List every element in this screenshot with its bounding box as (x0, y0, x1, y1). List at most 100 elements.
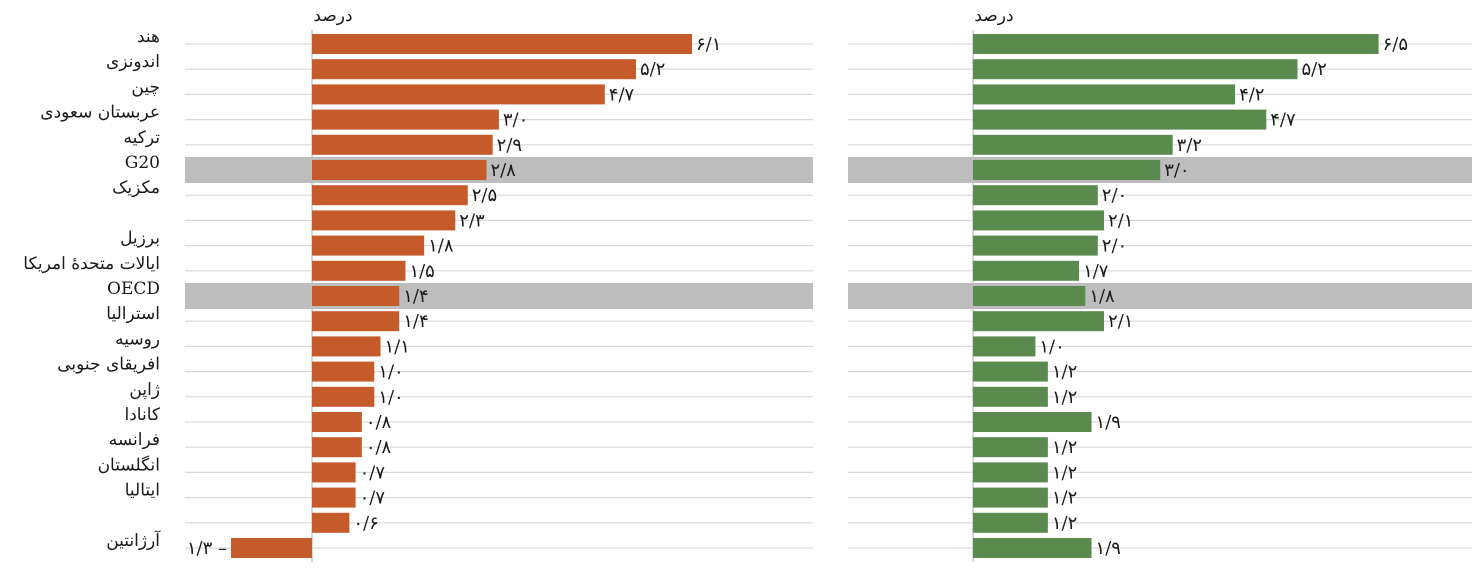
left-value-label: ۵/۲ (640, 59, 665, 80)
right-value-label: ۴/۲ (1239, 84, 1264, 105)
right-value-label: ۲/۰ (1102, 185, 1127, 206)
category-label: آرژانتین (106, 529, 161, 551)
right-value-label: ۶/۵ (1383, 34, 1408, 55)
left-value-label: ۲/۵ (472, 185, 497, 206)
text-labels: ۶/۱ ۵/۲ ۴/۷ ۳/۰ ۲/۹ ۲/۸ ۲/۵ ۲/۳ ۱/۸ ۱/۵ ۱/۴ ۱/۴ ۱/۱ ۱… (23, 27, 1408, 559)
category-label: چین (131, 77, 160, 97)
right-bar (973, 437, 1048, 458)
right-bar (973, 59, 1298, 80)
left-value-label: ۰/۷ (360, 462, 386, 483)
right-highlight-band (848, 283, 1472, 309)
right-bar (973, 210, 1105, 231)
left-bar (312, 286, 400, 306)
right-bar (973, 361, 1048, 382)
right-value-label: ۴/۷ (1270, 110, 1296, 131)
right-value-label: ۱/۲ (1052, 437, 1077, 458)
right-bar (973, 134, 1173, 155)
left-value-label: ۰/۶ (353, 513, 378, 534)
right-bar (973, 34, 1379, 54)
category-label: استرالیا (106, 304, 160, 324)
right-value-label: ۱/۷ (1083, 261, 1109, 282)
left-value-label: ۰/۸ (366, 412, 392, 433)
left-bar (312, 437, 362, 458)
left-value-label: ۱/۵ (409, 261, 434, 282)
left-bar (312, 235, 425, 256)
category-label: ایالات متحدهٔ امریکا (23, 254, 160, 274)
right-bar (973, 512, 1048, 533)
left-value-label: ۶/۱ (696, 34, 721, 55)
left-bar (312, 260, 406, 281)
category-label: ژاپن (129, 380, 160, 400)
left-value-label: ۲/۳ (459, 210, 485, 231)
right-unit-label: درصد (974, 6, 1013, 26)
left-value-label: ۰/۷ (360, 488, 386, 509)
right-value-label: ۱/۹ (1096, 538, 1121, 559)
category-label: مکزیک (112, 178, 160, 198)
left-bar (312, 462, 356, 483)
category-label: هند (137, 27, 160, 47)
right-value-label: ۱/۲ (1052, 362, 1077, 383)
category-label: افریقای جنوبی (57, 355, 160, 375)
category-label: عربستان سعودی (40, 103, 160, 123)
category-label: ترکیه (124, 128, 161, 148)
category-label: روسیه (115, 329, 160, 349)
left-bar (312, 185, 468, 206)
right-value-label: ۱/۲ (1052, 488, 1077, 509)
left-bar (312, 210, 456, 231)
category-label: کانادا (125, 405, 161, 425)
left-highlight-band (185, 283, 813, 309)
right-value-label: ۲/۱ (1108, 210, 1133, 231)
right-bar (973, 538, 1092, 558)
right-bar (973, 412, 1092, 432)
right-bar (973, 487, 1048, 508)
right-bar (973, 462, 1048, 483)
right-value-label: ۱/۰ (1039, 336, 1064, 357)
left-highlight-band (185, 157, 813, 183)
left-bar (312, 487, 356, 508)
right-value-label: ۳/۰ (1164, 160, 1189, 181)
left-value-label: ۰/۸ (366, 437, 392, 458)
category-label: OECD (107, 279, 160, 299)
category-label: فرانسه (109, 430, 160, 450)
right-value-label: ۱/۲ (1052, 462, 1077, 483)
category-label: برزیل (120, 229, 160, 249)
right-bar (973, 286, 1086, 306)
right-bar (973, 311, 1105, 332)
right-value-label: ۱/۸ (1089, 286, 1115, 307)
left-bar (312, 512, 350, 533)
left-bar (312, 386, 375, 407)
right-bar (973, 336, 1036, 357)
right-bar (973, 235, 1098, 256)
right-value-label: ۵/۲ (1301, 59, 1326, 80)
right-value-label: ۳/۲ (1177, 135, 1202, 156)
right-value-label: ۱/۲ (1052, 513, 1077, 534)
left-value-label: ۱/۰ (378, 387, 403, 408)
left-bar (231, 538, 312, 558)
right-bar (973, 260, 1080, 281)
bar-marks (231, 34, 1379, 558)
right-bar (973, 160, 1161, 180)
left-bar (312, 361, 375, 382)
right-bar (973, 109, 1267, 130)
right-bar (973, 185, 1098, 206)
left-bar (312, 412, 362, 432)
left-bar (312, 134, 493, 155)
left-bar (312, 311, 400, 332)
left-unit-label: درصد (313, 6, 352, 26)
left-value-label: ۱/۳ – (187, 538, 227, 559)
left-value-label: ۱/۱ (385, 336, 410, 357)
left-value-label: ۲/۹ (497, 135, 522, 156)
left-bar (312, 59, 636, 80)
category-label: ایتالیا (125, 481, 160, 501)
left-value-label: ۱/۴ (403, 286, 428, 307)
right-value-label: ۱/۲ (1052, 387, 1077, 408)
right-bar (973, 386, 1048, 407)
right-value-label: ۲/۰ (1102, 236, 1127, 257)
left-value-label: ۱/۴ (403, 311, 428, 332)
left-bar (312, 160, 487, 180)
right-value-label: ۲/۱ (1108, 311, 1133, 332)
left-value-label: ۲/۸ (490, 160, 516, 181)
category-label: G20 (125, 153, 160, 173)
left-value-label: ۳/۰ (503, 110, 528, 131)
